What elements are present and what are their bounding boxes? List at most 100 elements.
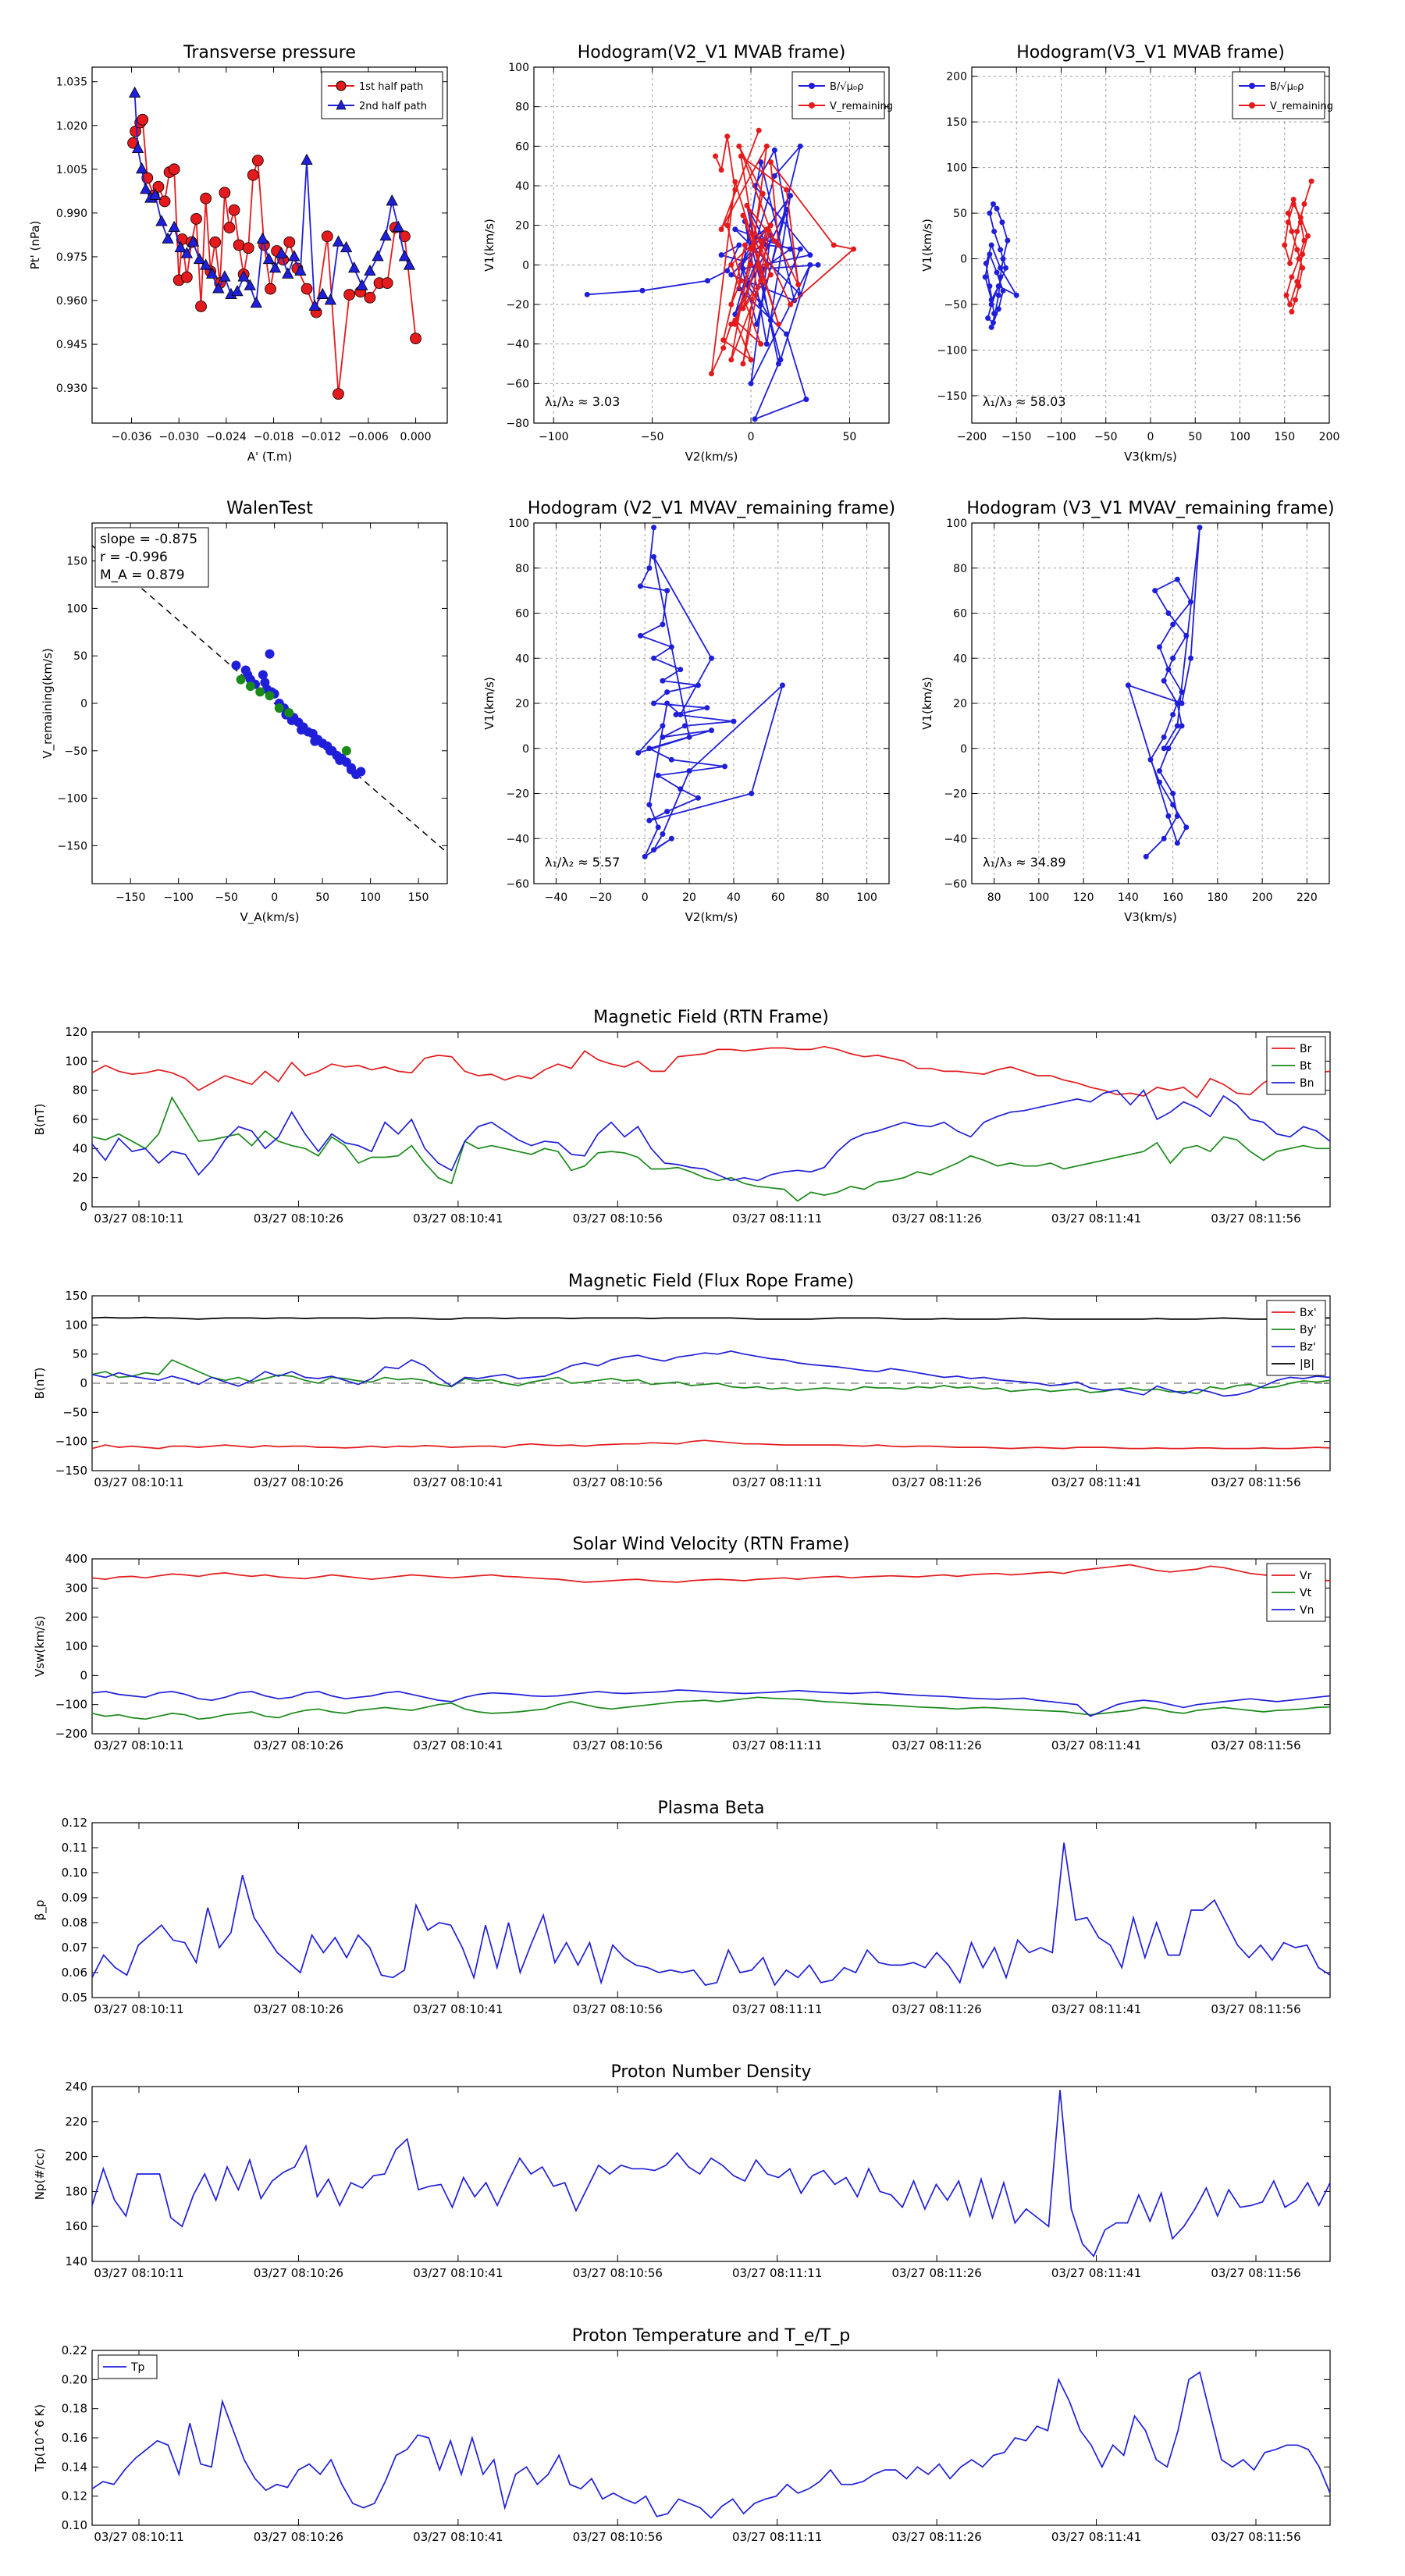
legend-label: B/√μ₀ρ [830, 81, 863, 93]
plot-area [92, 1564, 1330, 1720]
data-point [660, 621, 666, 628]
chart-title: Transverse pressure [183, 43, 356, 62]
data-point [982, 274, 988, 280]
x-tick-label: 03/27 08:10:41 [413, 1212, 503, 1226]
data-point [168, 163, 180, 176]
data-point [995, 292, 1001, 298]
data-point [686, 734, 692, 740]
x-tick-label: 50 [1188, 431, 1202, 443]
data-point [815, 262, 821, 268]
stats-box: slope = -0.875 r = -0.996 M_A = 0.879 [94, 527, 209, 588]
data-point [759, 190, 766, 197]
x-tick-label: 150 [408, 891, 429, 904]
x-tick-label: 03/27 08:11:56 [1211, 1475, 1300, 1489]
x-tick-label: 100 [360, 891, 381, 904]
y-tick-label: 80 [515, 563, 529, 575]
data-point [228, 204, 240, 216]
chart-beta: Plasma Beta 0.05 0.06 0.07 0.08 0.09 0.10 0.11 0… [33, 1799, 1331, 2016]
data-point [651, 847, 657, 853]
x-tick-label: 03/27 08:10:41 [413, 2002, 503, 2016]
data-point [1170, 655, 1176, 661]
x-tick-label: 60 [771, 891, 785, 904]
series-line [710, 130, 855, 375]
data-point [660, 831, 666, 837]
y-tick-label: 60 [515, 608, 529, 621]
x-tick-label: 03/27 08:10:26 [254, 1212, 343, 1226]
series-line-vn [92, 1689, 1330, 1717]
data-point [752, 416, 758, 422]
x-tick-label: 100 [856, 891, 877, 904]
plot-area [92, 2371, 1330, 2519]
data-point [1174, 840, 1180, 846]
data-point [994, 269, 1000, 276]
data-point [732, 187, 738, 193]
y-tick-label: −40 [944, 833, 967, 845]
data-point [664, 700, 670, 706]
data-point [1152, 588, 1158, 594]
legend-marker [1249, 83, 1255, 89]
x-tick-label: 50 [843, 431, 857, 443]
legend-label: V_remaining [830, 101, 893, 112]
data-point [1165, 667, 1172, 673]
legend-label: B/√μ₀ρ [1270, 81, 1304, 93]
y-tick-label: 0 [522, 743, 529, 756]
data-point [998, 274, 1004, 280]
x-tick-label: −100 [163, 891, 193, 904]
data-point [724, 268, 731, 274]
plot-frame [533, 66, 890, 424]
y-tick-label: 1.005 [56, 164, 87, 176]
legend-label: Br [1300, 1043, 1312, 1055]
data-point [190, 212, 202, 225]
data-point [732, 317, 738, 323]
legend-box [1232, 71, 1325, 119]
data-point [655, 824, 661, 831]
legend: 1st half path 2nd half path [321, 71, 443, 119]
data-point [403, 258, 416, 270]
data-point [1294, 247, 1300, 253]
series-line [635, 527, 784, 859]
data-point [1285, 210, 1291, 216]
data-point [795, 282, 802, 288]
chart-title: Proton Number Density [611, 2062, 812, 2082]
data-point [740, 265, 746, 272]
x-tick-label: 150 [1274, 431, 1295, 443]
x-tick-label: 03/27 08:11:56 [1211, 2002, 1300, 2016]
legend: Vr Vt Vn [1266, 1563, 1326, 1622]
data-point [1147, 756, 1154, 763]
y-tick-label: −40 [506, 833, 529, 845]
plot-frame [91, 1031, 1331, 1208]
data-point [335, 755, 345, 765]
data-point [718, 167, 724, 173]
data-point [639, 287, 646, 294]
data-point [763, 262, 770, 268]
data-point [738, 278, 744, 284]
data-point [284, 708, 294, 718]
chart-h2: Hodogram(V3_V1 MVAB frame) −200 −150 −100 −5… [920, 43, 1339, 464]
data-point [1294, 228, 1300, 234]
legend-label: 1st half path [359, 81, 423, 93]
data-point [174, 240, 187, 253]
data-point [767, 159, 774, 165]
y-tick-label: 150 [66, 556, 87, 568]
data-point [987, 210, 993, 216]
x-tick-label: 03/27 08:10:56 [573, 1475, 663, 1489]
y-tick-label: −100 [55, 1698, 87, 1712]
data-point [758, 341, 764, 347]
x-tick-label: −50 [1094, 431, 1118, 443]
y-tick-label: 0.16 [62, 2431, 87, 2445]
series-line [984, 202, 1019, 328]
data-point [1179, 723, 1185, 729]
data-point [803, 397, 809, 403]
data-point [265, 691, 275, 701]
data-point [758, 278, 764, 284]
data-point [356, 767, 366, 777]
data-point [364, 264, 376, 276]
data-point [780, 682, 785, 688]
data-point [784, 331, 790, 337]
series-2nd-half-path [128, 86, 416, 311]
data-point [668, 644, 674, 650]
data-point [732, 321, 738, 327]
chart-tp: Proton Temperature and T_e/T_p 0.10 0.12 0.… [33, 2326, 1331, 2544]
data-point [1165, 610, 1172, 616]
x-tick-label: −200 [957, 431, 987, 443]
